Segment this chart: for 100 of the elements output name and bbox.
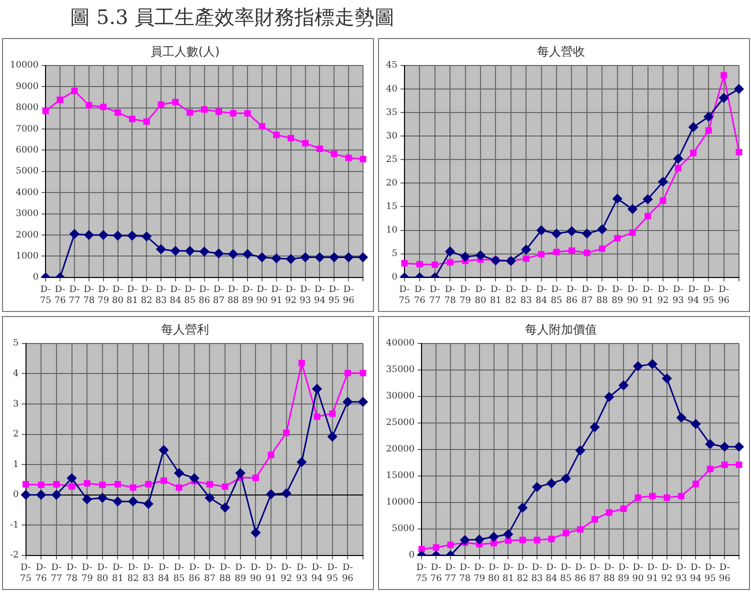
y-tick-label: 20000	[386, 444, 415, 455]
point	[53, 481, 60, 488]
point	[113, 230, 123, 240]
point	[160, 477, 167, 484]
point	[474, 534, 484, 544]
point	[250, 528, 260, 538]
point	[185, 246, 195, 256]
x-tick-label: D-90	[250, 563, 262, 584]
point	[345, 154, 352, 162]
point	[242, 249, 252, 259]
x-tick-label: D-82	[127, 563, 139, 584]
point	[56, 96, 64, 103]
y-tick-label: 0	[32, 272, 39, 283]
y-tick-label: 40	[386, 84, 398, 94]
point	[201, 106, 208, 113]
point	[690, 419, 700, 429]
point	[360, 156, 366, 162]
x-tick-label: D-94	[688, 285, 700, 306]
x-tick-label: D-77	[444, 563, 456, 584]
y-tick-label: 5000	[16, 166, 39, 177]
chart-title: 每人營收	[537, 44, 585, 58]
point	[114, 109, 121, 116]
point	[734, 442, 744, 452]
y-tick-label: 35	[386, 108, 398, 118]
point	[282, 488, 292, 498]
x-tick-label: D-90	[626, 285, 639, 306]
point	[644, 212, 651, 220]
x-tick-label: D-75	[40, 285, 52, 306]
point	[612, 194, 622, 204]
point	[268, 452, 274, 458]
point	[68, 483, 75, 490]
point	[358, 397, 368, 407]
point	[634, 494, 642, 501]
x-tick-label: D-81	[502, 563, 514, 584]
point	[288, 134, 294, 142]
point	[598, 245, 606, 252]
x-tick-label: D-81	[112, 563, 124, 584]
x-tick-label: D-79	[98, 285, 110, 306]
x-tick-label: D-75	[20, 563, 32, 584]
point	[358, 252, 368, 262]
x-tick-label: D-85	[173, 563, 186, 584]
x-tick-label: D-78	[444, 285, 456, 306]
y-tick-label: 10000	[10, 60, 39, 71]
point	[228, 249, 238, 259]
x-tick-label: D-90	[256, 285, 268, 306]
point	[158, 101, 164, 108]
point	[344, 370, 351, 376]
point	[590, 422, 600, 432]
point	[36, 490, 46, 500]
x-tick-label: D-83	[531, 563, 544, 584]
x-tick-label: D-81	[490, 285, 502, 306]
point	[629, 229, 636, 236]
point	[70, 229, 80, 239]
x-tick-label: D-77	[68, 285, 80, 306]
x-tick-label: D-78	[66, 563, 78, 584]
x-tick-label: D-93	[672, 285, 684, 306]
x-tick-label: D-96	[342, 285, 355, 306]
x-tick-label: D-75	[416, 563, 428, 584]
point	[649, 492, 656, 500]
point	[170, 246, 180, 256]
y-tick-label: 40000	[386, 338, 415, 349]
point	[176, 484, 182, 491]
point	[658, 177, 668, 187]
chart-title: 每人營利	[161, 322, 209, 336]
point	[84, 480, 90, 487]
point	[673, 154, 683, 164]
x-tick-label: D-84	[158, 563, 170, 584]
x-tick-label: D-79	[81, 563, 94, 584]
point	[143, 118, 150, 125]
point	[142, 232, 152, 242]
x-tick-label: D-83	[520, 285, 532, 306]
point	[145, 481, 152, 488]
point	[620, 506, 627, 512]
point	[186, 109, 194, 116]
y-tick-label: 2	[13, 430, 19, 440]
x-tick-label: D-85	[184, 285, 196, 306]
point	[643, 194, 653, 204]
point	[272, 254, 282, 264]
x-tick-label: D-87	[204, 563, 216, 584]
point	[576, 446, 586, 456]
x-tick-label: D-96	[342, 563, 354, 584]
x-tick-label: D-89	[612, 285, 624, 306]
x-tick-label: D-91	[270, 285, 282, 306]
x-tick-label: D-89	[234, 563, 246, 584]
y-tick-label: 9000	[16, 82, 39, 92]
y-tick-label: -2	[10, 550, 19, 561]
point	[214, 248, 224, 258]
point	[100, 104, 107, 110]
point	[447, 542, 454, 548]
x-tick-label: D-85	[560, 563, 572, 584]
point	[676, 412, 686, 422]
point	[736, 148, 742, 156]
point	[522, 255, 530, 262]
x-tick-label: D-89	[242, 285, 254, 306]
y-tick-label: 5	[13, 338, 20, 349]
point	[190, 473, 200, 483]
point	[536, 226, 546, 236]
y-tick-label: 5	[392, 249, 398, 260]
point	[446, 259, 454, 266]
x-tick-label: D-95	[326, 563, 338, 584]
